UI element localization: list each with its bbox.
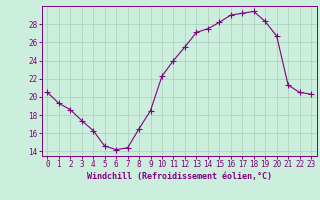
X-axis label: Windchill (Refroidissement éolien,°C): Windchill (Refroidissement éolien,°C): [87, 172, 272, 181]
